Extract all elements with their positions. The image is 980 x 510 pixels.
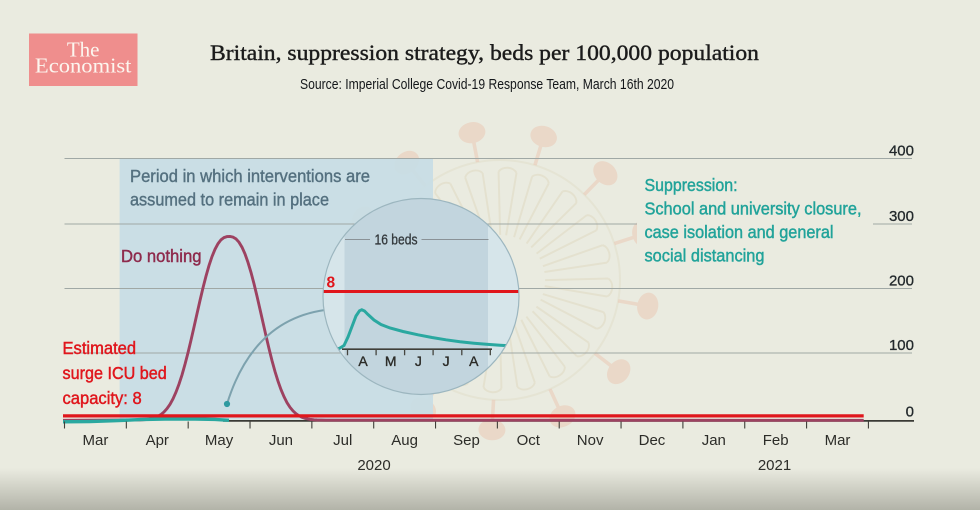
- svg-text:8: 8: [327, 275, 336, 292]
- svg-text:Britain, suppression strategy,: Britain, suppression strategy, beds per …: [210, 40, 759, 65]
- svg-text:0: 0: [906, 404, 914, 421]
- svg-text:Mar: Mar: [82, 432, 108, 449]
- svg-text:Apr: Apr: [146, 432, 169, 449]
- svg-text:Source: Imperial College Covid: Source: Imperial College Covid-19 Respon…: [300, 76, 674, 93]
- svg-text:Sep: Sep: [453, 432, 480, 449]
- svg-text:Suppression:: Suppression:: [645, 175, 738, 195]
- svg-text:M: M: [385, 353, 397, 369]
- svg-text:200: 200: [889, 273, 914, 290]
- svg-text:300: 300: [889, 208, 914, 225]
- svg-text:Jul: Jul: [333, 432, 352, 449]
- svg-text:Economist: Economist: [35, 54, 132, 78]
- svg-text:social distancing: social distancing: [645, 246, 765, 266]
- svg-text:Feb: Feb: [763, 432, 789, 449]
- svg-text:A: A: [469, 353, 479, 369]
- svg-text:16 beds: 16 beds: [375, 233, 418, 249]
- svg-text:The: The: [67, 38, 100, 62]
- svg-text:Do nothing: Do nothing: [121, 246, 202, 266]
- svg-text:Oct: Oct: [517, 432, 541, 449]
- svg-text:capacity: 8: capacity: 8: [63, 388, 142, 408]
- svg-text:A: A: [358, 353, 368, 369]
- svg-text:Aug: Aug: [391, 432, 418, 449]
- svg-text:J: J: [443, 353, 450, 369]
- svg-text:Period in which interventions: Period in which interventions are: [130, 166, 370, 186]
- svg-text:Mar: Mar: [825, 432, 851, 449]
- svg-text:100: 100: [889, 337, 914, 354]
- svg-text:May: May: [205, 432, 234, 449]
- svg-text:School and university closure,: School and university closure,: [645, 199, 862, 219]
- svg-text:Dec: Dec: [639, 432, 666, 449]
- svg-text:J: J: [415, 353, 422, 369]
- svg-text:surge ICU bed: surge ICU bed: [63, 363, 167, 383]
- svg-text:400: 400: [889, 143, 914, 160]
- svg-text:Jun: Jun: [269, 432, 293, 449]
- svg-text:assumed to remain in place: assumed to remain in place: [130, 190, 329, 210]
- svg-text:Nov: Nov: [577, 432, 604, 449]
- svg-text:Estimated: Estimated: [63, 338, 137, 358]
- svg-text:Jan: Jan: [702, 432, 726, 449]
- svg-text:case isolation and general: case isolation and general: [645, 222, 834, 242]
